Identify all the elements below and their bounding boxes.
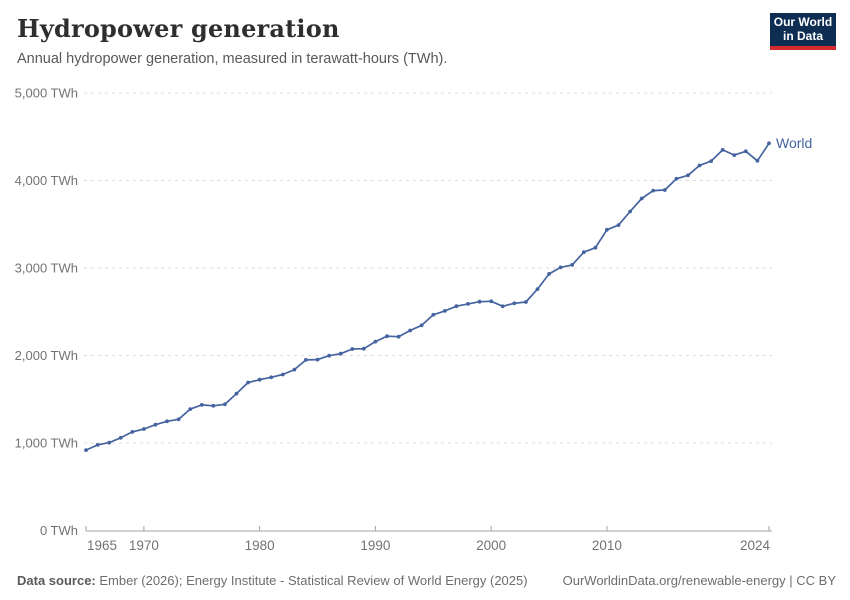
data-point-marker[interactable] [223, 402, 227, 407]
data-point-marker[interactable] [581, 250, 586, 255]
data-source-label: Data source: [17, 573, 96, 588]
data-source-note: Data source: Ember (2026); Energy Instit… [17, 573, 528, 588]
data-point-marker[interactable] [142, 427, 146, 431]
data-point-marker[interactable] [95, 443, 100, 447]
data-point-marker[interactable] [524, 300, 528, 304]
data-point-marker[interactable] [419, 323, 424, 328]
data-point-marker[interactable] [84, 448, 88, 452]
data-point-marker[interactable] [246, 380, 251, 385]
data-point-marker[interactable] [662, 188, 667, 192]
data-point-marker[interactable] [628, 209, 632, 214]
chart-footer: Data source: Ember (2026); Energy Instit… [17, 573, 836, 588]
data-point-marker[interactable] [755, 158, 760, 163]
data-point-marker[interactable] [512, 301, 517, 306]
x-axis-label: 1965 [87, 538, 117, 553]
data-point-marker[interactable] [605, 227, 609, 232]
data-point-marker[interactable] [107, 440, 112, 445]
series-label-world[interactable]: World [776, 135, 812, 151]
data-point-marker[interactable] [547, 272, 551, 276]
data-point-marker[interactable] [593, 245, 598, 250]
data-point-marker[interactable] [385, 334, 389, 339]
world-line[interactable] [85, 142, 770, 451]
data-point-marker[interactable] [477, 299, 482, 304]
data-point-marker[interactable] [292, 367, 297, 372]
data-point-marker[interactable] [767, 141, 771, 146]
data-point-marker[interactable] [280, 372, 285, 377]
data-point-marker[interactable] [257, 377, 262, 382]
y-axis-label: 0 TWh [40, 523, 78, 538]
data-point-marker[interactable] [558, 265, 563, 270]
data-point-marker[interactable] [743, 149, 748, 154]
data-point-marker[interactable] [315, 357, 320, 362]
data-point-marker[interactable] [211, 403, 216, 408]
data-point-marker[interactable] [570, 263, 575, 267]
citation-block: OurWorldinData.org/renewable-energy | CC… [563, 573, 836, 588]
data-point-marker[interactable] [443, 309, 447, 313]
data-point-marker[interactable] [535, 287, 540, 291]
x-axis-label: 2024 [740, 538, 771, 553]
data-point-marker[interactable] [234, 391, 239, 396]
y-axis-label: 5,000 TWh [15, 86, 78, 101]
data-point-marker[interactable] [130, 430, 135, 434]
data-point-marker[interactable] [269, 375, 274, 380]
data-point-marker[interactable] [327, 353, 331, 358]
data-point-marker[interactable] [500, 304, 505, 309]
data-point-marker[interactable] [489, 299, 494, 304]
data-point-marker[interactable] [118, 435, 123, 440]
y-axis-label: 2,000 TWh [15, 348, 78, 363]
data-point-marker[interactable] [408, 328, 412, 333]
license-text: | CC BY [785, 573, 836, 588]
citation-link[interactable]: OurWorldinData.org/renewable-energy [562, 573, 786, 588]
x-axis-label: 1990 [360, 538, 390, 553]
data-point-marker[interactable] [651, 188, 656, 193]
data-point-marker[interactable] [709, 159, 713, 164]
x-axis-label: 1980 [245, 538, 275, 553]
data-point-marker[interactable] [697, 163, 702, 168]
page-title: Hydropower generation [17, 14, 340, 43]
data-point-marker[interactable] [616, 223, 621, 228]
chart-subtitle: Annual hydropower generation, measured i… [17, 51, 448, 67]
data-point-marker[interactable] [153, 422, 158, 427]
data-point-marker[interactable] [165, 419, 169, 424]
data-point-marker[interactable] [396, 334, 401, 339]
chart-header: Hydropower generation Annual hydropower … [17, 14, 750, 67]
data-point-marker[interactable] [686, 173, 690, 178]
data-point-marker[interactable] [188, 407, 193, 411]
data-point-marker[interactable] [373, 339, 378, 344]
data-point-marker[interactable] [466, 302, 470, 306]
data-point-marker[interactable] [639, 196, 644, 201]
data-point-marker[interactable] [338, 351, 343, 356]
data-point-marker[interactable] [454, 304, 459, 309]
data-point-marker[interactable] [304, 358, 308, 362]
data-point-marker[interactable] [199, 403, 204, 407]
data-point-marker[interactable] [176, 417, 181, 422]
x-axis-label: 1970 [129, 538, 159, 553]
owid-logo[interactable]: Our World in Data [770, 13, 836, 50]
data-point-marker[interactable] [720, 148, 725, 152]
data-source-text: Ember (2026); Energy Institute - Statist… [95, 573, 528, 588]
data-point-marker[interactable] [361, 346, 366, 351]
x-axis-label: 2000 [476, 538, 506, 553]
data-point-marker[interactable] [674, 176, 679, 181]
y-axis-label: 3,000 TWh [15, 261, 78, 276]
x-axis-label: 2010 [592, 538, 622, 553]
data-point-marker[interactable] [431, 312, 436, 317]
owid-logo-line1: Our World [773, 15, 833, 29]
data-point-marker[interactable] [350, 347, 355, 351]
data-point-marker[interactable] [732, 153, 737, 158]
y-axis-label: 1,000 TWh [15, 436, 78, 451]
y-axis-label: 4,000 TWh [15, 173, 78, 188]
owid-logo-line2: in Data [782, 28, 823, 43]
